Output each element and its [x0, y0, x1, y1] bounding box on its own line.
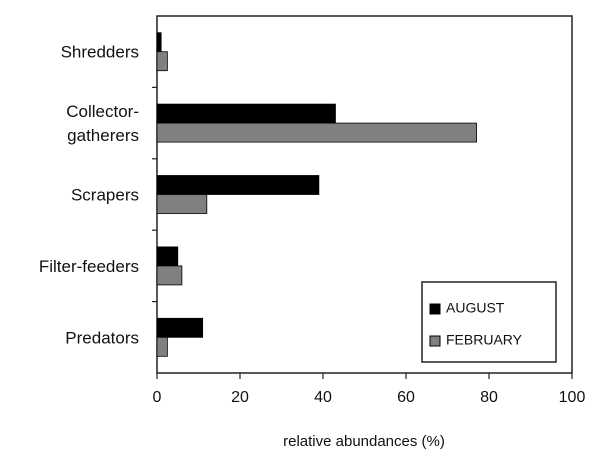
bar-february-2 — [156, 194, 208, 214]
bars-layer — [156, 32, 477, 357]
category-label-3: Filter-feeders — [39, 257, 139, 276]
bar-august-0 — [156, 32, 162, 53]
x-tick-label-5: 100 — [559, 389, 586, 406]
legend-box — [421, 281, 557, 363]
category-label-1: Collector-gatherers — [66, 102, 139, 145]
x-axis-ticks: 0 20 40 60 80 100 — [152, 86, 586, 406]
x-tick-label-0: 0 — [153, 389, 162, 406]
legend-swatch-august — [429, 303, 441, 315]
category-label-4: Predators — [65, 328, 139, 347]
legend-label-february: FEBRUARY — [446, 332, 523, 348]
bar-august-1 — [156, 103, 336, 124]
bar-february-4 — [156, 336, 168, 357]
category-label-0: Shredders — [61, 43, 139, 62]
legend-label-august: AUGUST — [446, 300, 505, 316]
x-tick-label-1: 20 — [231, 389, 249, 406]
bar-february-3 — [156, 265, 183, 286]
x-tick-label-4: 80 — [480, 389, 498, 406]
x-tick-label-3: 60 — [397, 389, 415, 406]
legend-swatch-february — [429, 335, 441, 347]
x-axis-title: relative abundances (%) — [283, 433, 445, 450]
bar-august-3 — [156, 246, 179, 267]
category-labels: Shredders Collector-gatherers Scrapers Filt… — [39, 43, 139, 348]
bar-february-0 — [156, 51, 168, 72]
x-tick-label-2: 40 — [314, 389, 332, 406]
legend: AUGUST FEBRUARY — [421, 281, 557, 363]
bar-august-4 — [156, 317, 204, 338]
bar-august-2 — [156, 175, 320, 195]
category-label-2: Scrapers — [71, 186, 139, 205]
bar-february-1 — [156, 122, 477, 143]
